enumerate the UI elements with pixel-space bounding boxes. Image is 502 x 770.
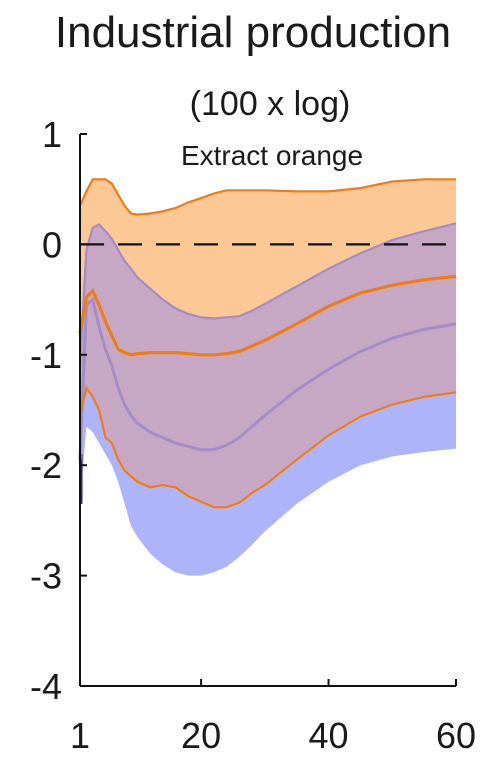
y-tick-label: -3 bbox=[30, 556, 62, 597]
orange-lower-bound-line bbox=[78, 385, 457, 509]
y-tick-label: -2 bbox=[30, 445, 62, 486]
blue-median-line bbox=[78, 296, 457, 460]
chart-title: Industrial production bbox=[55, 8, 451, 57]
blue-upper-bound-line bbox=[78, 222, 457, 366]
tick-labels: 10-1-2-3-41 20 40 60 bbox=[30, 114, 476, 756]
x-tick-label: 20 bbox=[181, 715, 221, 756]
x-tick-label: 60 bbox=[436, 715, 476, 756]
orange-upper-bound-line bbox=[78, 178, 456, 216]
axes bbox=[79, 133, 457, 687]
chart-subtitle: (100 x log) bbox=[190, 85, 351, 123]
y-tick-label: 1 bbox=[42, 114, 62, 155]
y-tick-label: -1 bbox=[30, 335, 62, 376]
y-tick-label: 0 bbox=[42, 224, 62, 265]
legend-label-extract-orange: Extract orange bbox=[181, 140, 363, 171]
y-tick-label: -4 bbox=[30, 666, 62, 707]
x-tick-label: 1 bbox=[70, 715, 90, 756]
orange-median-line bbox=[78, 274, 457, 357]
series-lines bbox=[78, 178, 457, 509]
x-tick-label: 40 bbox=[309, 715, 349, 756]
